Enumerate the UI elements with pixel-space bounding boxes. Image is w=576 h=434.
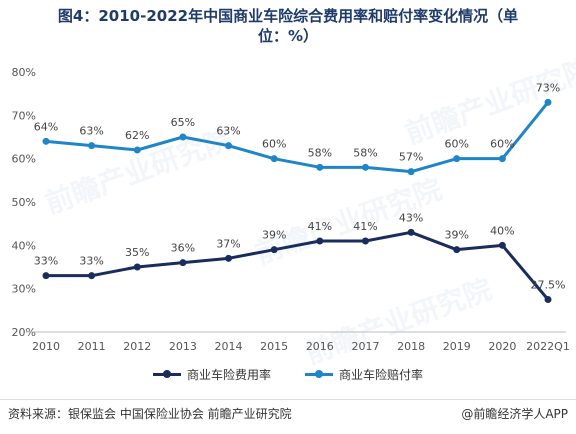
data-point xyxy=(270,155,278,163)
x-tick-label: 2022Q1 xyxy=(526,340,570,353)
brand-credit: @前瞻经济学人APP xyxy=(461,407,568,421)
data-point xyxy=(225,254,233,262)
data-point xyxy=(42,272,50,280)
series-lines xyxy=(45,101,550,301)
data-point xyxy=(361,237,369,245)
x-tick-label: 2017 xyxy=(351,340,379,353)
data-label: 73% xyxy=(536,81,560,94)
data-label: 58% xyxy=(308,146,332,159)
data-label: 37% xyxy=(216,237,240,250)
x-tick-label: 2012 xyxy=(123,340,151,353)
data-point xyxy=(88,142,96,150)
line-chart: 20%30%40%50%60%70%80% 2010 2011 2012 2013 20… xyxy=(12,66,570,353)
y-tick-label: 60% xyxy=(12,153,36,166)
data-point xyxy=(453,155,461,163)
data-point xyxy=(498,155,506,163)
legend-item-payout: 商业车险赔付率 xyxy=(305,366,423,383)
chart-title-line-1: 图4：2010-2022年中国商业车险综合费用率和赔付率变化情况（单 xyxy=(57,7,519,25)
data-label: 43% xyxy=(399,211,423,224)
data-label: 60% xyxy=(445,138,469,151)
data-point xyxy=(133,146,141,154)
data-label: 41% xyxy=(353,220,377,233)
data-point xyxy=(544,296,552,303)
x-tick-label: 2015 xyxy=(260,340,288,353)
source-note: 资料来源：银保监会 中国保险业协会 前瞻产业研究院 xyxy=(8,407,292,421)
data-point xyxy=(42,137,50,145)
data-point xyxy=(453,246,461,254)
y-tick-label: 30% xyxy=(12,283,36,296)
data-label: 40% xyxy=(490,224,514,237)
x-tick-label: 2016 xyxy=(306,340,334,353)
legend: 商业车险费用率 商业车险赔付率 xyxy=(0,366,576,383)
data-point xyxy=(498,241,506,249)
x-tick-label: 2010 xyxy=(32,340,60,353)
series-line-payout xyxy=(45,101,550,174)
x-axis: 2010 2011 2012 2013 2014 2015 2016 2017 2018 2019… xyxy=(26,331,570,353)
y-tick-label: 50% xyxy=(12,196,36,209)
data-point xyxy=(88,272,96,280)
x-tick-label: 2014 xyxy=(215,340,243,353)
data-label: 57% xyxy=(399,151,423,164)
chart-title: 图4：2010-2022年中国商业车险综合费用率和赔付率变化情况（单 位：%） xyxy=(0,6,576,46)
data-label: 41% xyxy=(308,220,332,233)
data-point xyxy=(225,142,233,150)
data-label: 64% xyxy=(34,120,58,133)
y-tick-label: 80% xyxy=(12,66,36,79)
data-label: 60% xyxy=(490,138,514,151)
data-label: 62% xyxy=(125,129,149,142)
data-point xyxy=(133,263,141,271)
data-label: 58% xyxy=(353,146,377,159)
legend-swatch-expense xyxy=(152,370,181,378)
x-tick-label: 2020 xyxy=(488,340,516,353)
data-label: 33% xyxy=(34,255,58,268)
data-label: 35% xyxy=(125,246,149,259)
legend-label-expense: 商业车险费用率 xyxy=(186,368,271,382)
data-point xyxy=(407,168,415,176)
legend-swatch-payout xyxy=(305,370,333,378)
x-tick-label: 2018 xyxy=(397,340,425,353)
data-point xyxy=(316,237,324,245)
data-point xyxy=(544,98,552,106)
data-point xyxy=(270,246,278,254)
series-points xyxy=(42,98,552,303)
x-tick-label: 2019 xyxy=(443,340,471,353)
footer-divider xyxy=(0,399,576,400)
chart-title-line-2: 位：%） xyxy=(257,27,319,45)
data-label: 36% xyxy=(171,242,195,255)
x-tick-label: 2011 xyxy=(78,340,106,353)
data-label: 65% xyxy=(171,116,195,129)
data-label: 39% xyxy=(445,229,469,242)
data-point xyxy=(179,259,187,267)
series-line-expense xyxy=(46,230,550,301)
legend-item-expense: 商业车险费用率 xyxy=(152,366,271,383)
data-label: 33% xyxy=(79,255,103,268)
data-point xyxy=(361,163,369,171)
data-point xyxy=(407,228,415,236)
series-labels: 33% 33% 35% 36% 37% 39% 41% 41% 43% 39% 40% 27.5% 64… xyxy=(34,81,566,291)
data-label: 39% xyxy=(262,229,286,242)
data-label: 63% xyxy=(79,125,103,138)
data-label: 27.5% xyxy=(531,279,566,292)
y-tick-label: 20% xyxy=(12,326,36,339)
x-tick-label: 2013 xyxy=(169,340,197,353)
data-label: 60% xyxy=(262,138,286,151)
y-tick-label: 40% xyxy=(12,239,36,252)
data-label: 63% xyxy=(216,125,240,138)
legend-label-payout: 商业车险赔付率 xyxy=(339,368,424,382)
y-tick-label: 70% xyxy=(12,109,36,122)
data-point xyxy=(179,133,187,141)
data-point xyxy=(316,163,324,171)
y-axis: 20% 30% 40% 50% 60% 70% 80% xyxy=(12,66,36,339)
